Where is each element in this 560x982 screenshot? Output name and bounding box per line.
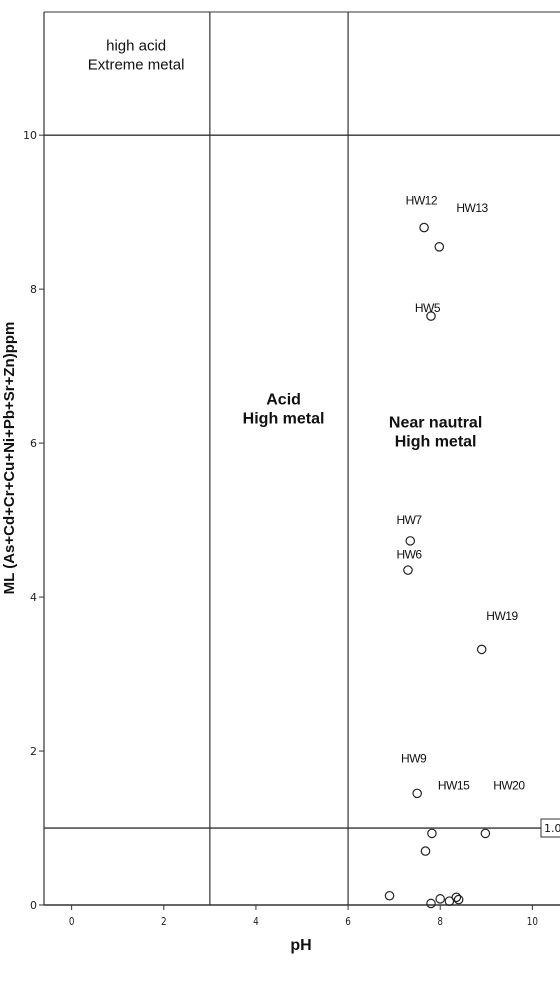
x-tick-label: 6 — [345, 916, 351, 928]
data-point — [403, 565, 413, 575]
x-tick-label: 10 — [527, 916, 538, 928]
data-point — [480, 828, 491, 839]
x-tick-label: 0 — [69, 916, 75, 928]
y-tick-label: 4 — [30, 591, 37, 604]
data-point — [420, 846, 431, 856]
data-point — [426, 311, 436, 321]
y-tick-label: 8 — [30, 283, 37, 296]
data-point — [405, 536, 416, 546]
x-tick-label: 8 — [437, 916, 443, 928]
data-point-label: HW7 — [396, 513, 422, 527]
data-point — [412, 788, 422, 799]
data-point — [435, 894, 446, 904]
region-label: High metal — [243, 411, 325, 428]
x-tick-label: 4 — [253, 916, 259, 928]
data-point-label: HW5 — [415, 301, 441, 315]
data-point — [476, 644, 487, 655]
data-point-label: HW20 — [493, 779, 525, 793]
data-point-label: HW15 — [438, 779, 470, 793]
y-tick-label: 0 — [30, 899, 37, 912]
data-point — [427, 828, 437, 839]
data-point — [453, 894, 464, 905]
y-axis-title: ML (As+Cd+Cr+Cu+Ni+Pb+Sr+Zn)ppm — [1, 322, 18, 595]
data-point-label: HW9 — [401, 752, 427, 766]
region-label: High metal — [395, 434, 477, 451]
data-point-label: HW13 — [456, 201, 488, 215]
y-tick-label: 10 — [23, 129, 37, 142]
plot-area — [39, 11, 560, 910]
data-point — [419, 222, 429, 233]
reference-line-label: 1.0 — [544, 822, 560, 835]
region-label: Near nautral — [389, 415, 482, 432]
data-point — [426, 898, 436, 909]
reference-line-label-box — [540, 818, 560, 838]
region-label: Acid — [266, 392, 301, 409]
data-point-label: HW6 — [396, 548, 422, 562]
region-label: high acid — [106, 37, 166, 54]
data-point-label: HW12 — [406, 193, 438, 207]
data-point — [434, 241, 445, 252]
y-tick-label: 2 — [30, 745, 37, 758]
region-label: Extreme metal — [88, 56, 185, 73]
x-axis-title: pH — [290, 937, 311, 954]
data-point-label: HW19 — [486, 609, 518, 623]
text-layer: 1.0 0 2 4 6 8 10 0 2 4 6 8 10 pH ML (As+Cd+Cr+Cu+Ni+Pb… — [1, 37, 560, 954]
x-tick-label: 2 — [161, 916, 167, 928]
data-point — [384, 890, 395, 901]
y-tick-label: 6 — [30, 437, 37, 450]
data-point — [451, 892, 462, 903]
